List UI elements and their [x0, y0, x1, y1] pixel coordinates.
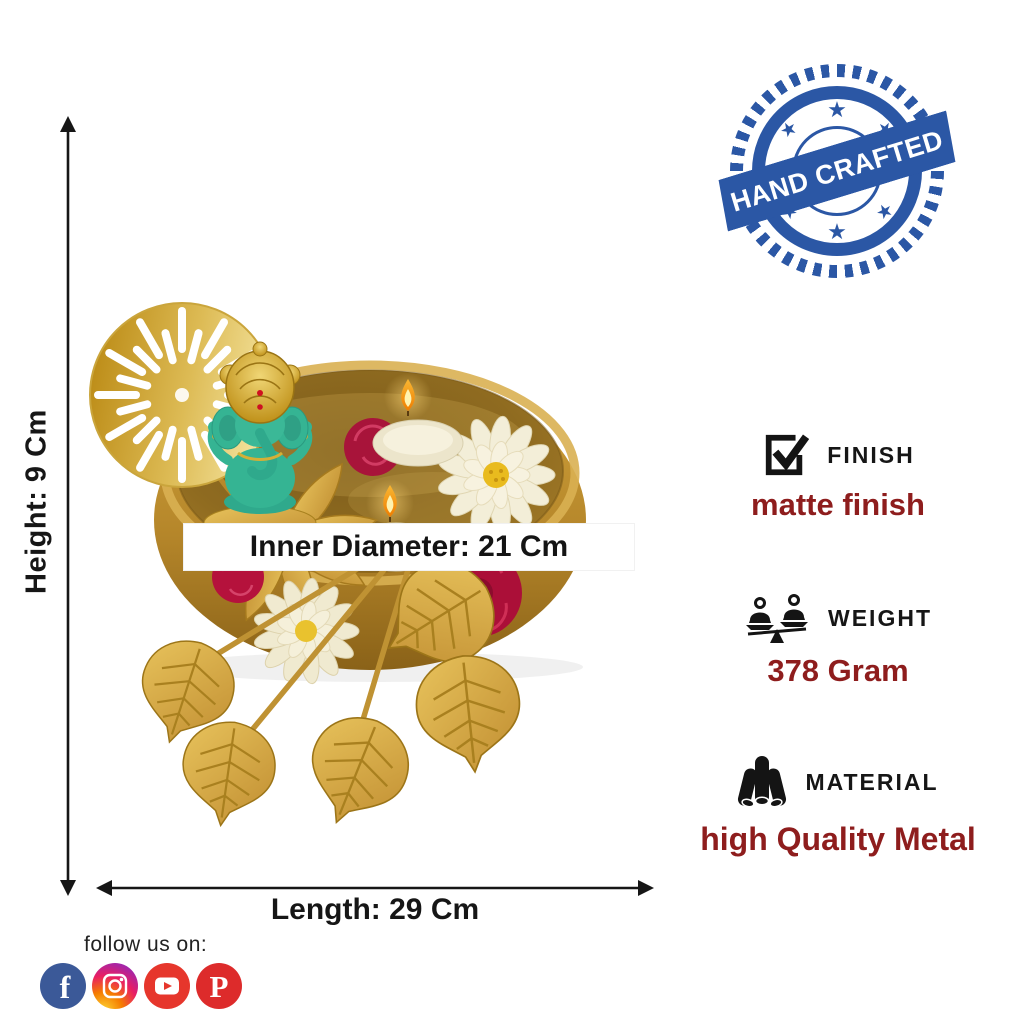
hand-crafted-badge: ★ ★ ★ ★ ★ ★ HAND CRAFTED [730, 64, 944, 278]
material-title: MATERIAL [805, 768, 939, 795]
arrow-up-icon [60, 116, 76, 132]
badge-star-icon: ★ [827, 97, 847, 122]
weight-title: WEIGHT [828, 604, 932, 631]
white-flower [253, 577, 360, 685]
spec-weight: WEIGHT 378 Gram [664, 592, 1012, 689]
spec-finish: FINISH matte finish [664, 432, 1012, 523]
arrow-down-icon [60, 880, 76, 896]
svg-text:f: f [60, 969, 71, 1005]
material-value: high Quality Metal [700, 821, 976, 857]
metal-pipes-icon [738, 756, 787, 808]
instagram-icon[interactable] [92, 963, 138, 1009]
height-dimension-label: Height: 9 Cm [20, 409, 53, 595]
height-dimension-arrow [60, 116, 76, 896]
arrow-left-icon [96, 880, 112, 896]
facebook-icon[interactable]: f [40, 963, 86, 1009]
svg-text:P: P [210, 969, 229, 1004]
balance-scale-icon [746, 594, 808, 643]
length-dimension-arrow [96, 880, 654, 896]
finish-title: FINISH [827, 441, 915, 468]
follow-us-label: follow us on: [84, 933, 208, 956]
check-square-icon [766, 434, 810, 476]
arrow-right-icon [638, 880, 654, 896]
youtube-icon[interactable] [144, 963, 190, 1009]
tealight-candle [372, 372, 464, 467]
badge-star-icon: ★ [827, 219, 847, 244]
inner-diameter-label: Inner Diameter: 21 Cm [183, 523, 635, 571]
spec-material: MATERIAL high Quality Metal [664, 752, 1012, 858]
product-image-urli-bowl [89, 302, 586, 842]
finish-value: matte finish [751, 487, 925, 522]
pinterest-icon[interactable]: P [196, 963, 242, 1009]
ganesha-figurine [203, 341, 317, 553]
length-dimension-label: Length: 29 Cm [270, 893, 480, 926]
weight-value: 378 Gram [767, 653, 909, 688]
white-flower [438, 415, 556, 535]
social-icons-row: f P [40, 963, 242, 1009]
